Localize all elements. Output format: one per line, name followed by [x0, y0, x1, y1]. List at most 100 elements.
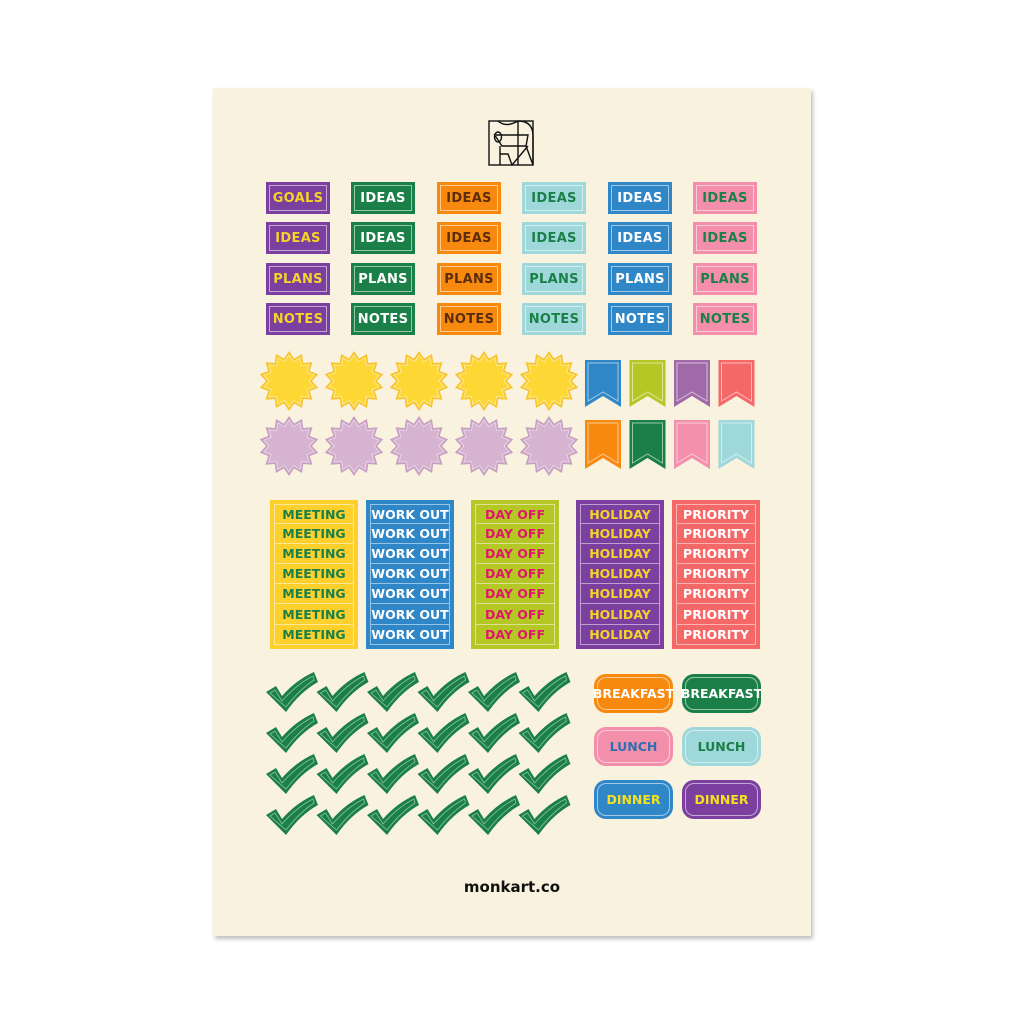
checkmark-inner — [420, 675, 466, 708]
label-sticker: PLANS — [608, 263, 672, 295]
checkmark-inner — [521, 716, 567, 749]
strip-row: MEETING — [274, 504, 354, 525]
checkmark-shape — [367, 672, 419, 712]
label-sticker: IDEAS — [608, 222, 672, 254]
checkmark-sticker — [518, 713, 571, 753]
meal-sticker-lunch: LUNCH — [682, 727, 761, 766]
checkmark-inner — [420, 798, 466, 831]
label-sticker: NOTES — [266, 303, 330, 335]
flag-inner-border — [676, 422, 708, 464]
strip-row: DAY OFF — [475, 544, 555, 565]
checkmark-inner — [521, 757, 567, 790]
checkmark-shape — [518, 754, 571, 794]
strip-row: WORK OUT — [370, 604, 450, 625]
strip-row: WORK OUT — [370, 544, 450, 565]
checkmark-shape — [417, 713, 470, 753]
strip-sticker-meeting: MEETING MEETING MEETING MEETING MEETING MEETI… — [270, 500, 358, 649]
sticker-sheet: GOALS IDEAS PLANS NOTES IDEAS IDEAS PLANS NOTES… — [213, 88, 811, 936]
strip-row: HOLIDAY — [580, 544, 660, 565]
starburst-inner — [457, 419, 511, 473]
flag-sticker — [674, 360, 710, 407]
strip-row: WORK OUT — [370, 504, 450, 525]
label-sticker: NOTES — [351, 303, 415, 335]
flag-sticker — [629, 420, 666, 469]
label-sticker: IDEAS — [351, 222, 415, 254]
checkmark-sticker — [266, 795, 318, 835]
strip-sticker-holiday: HOLIDAY HOLIDAY HOLIDAY HOLIDAY HOLIDAY HOLID… — [576, 500, 664, 649]
checkmark-inner — [471, 798, 517, 831]
starburst-inner — [327, 419, 381, 473]
checkmark-sticker — [468, 754, 520, 794]
checkmark-sticker — [316, 713, 369, 753]
checkmark-shape — [468, 713, 520, 753]
checkmark-shape — [367, 795, 419, 835]
starburst-inner — [522, 419, 576, 473]
shape-stickers — [259, 351, 755, 835]
checkmark-sticker — [367, 713, 419, 753]
label-sticker: IDEAS — [522, 222, 586, 254]
label-sticker: IDEAS — [437, 182, 501, 214]
checkmark-shape — [518, 795, 571, 835]
strip-row: PRIORITY — [676, 624, 756, 645]
meal-sticker-dinner: DINNER — [594, 780, 673, 819]
checkmark-sticker — [316, 672, 369, 712]
checkmark-sticker — [417, 754, 470, 794]
strip-row: DAY OFF — [475, 564, 555, 585]
flag-sticker — [674, 420, 710, 469]
starburst-inner — [392, 354, 446, 408]
checkmark-shape — [367, 754, 419, 794]
strip-row: PRIORITY — [676, 524, 756, 545]
checkmark-inner — [319, 757, 365, 790]
starburst-inner — [522, 354, 576, 408]
strip-row: MEETING — [274, 584, 354, 605]
strip-row: DAY OFF — [475, 504, 555, 525]
strip-row: HOLIDAY — [580, 624, 660, 645]
label-sticker: IDEAS — [693, 222, 757, 254]
label-sticker: IDEAS — [522, 182, 586, 214]
checkmark-inner — [319, 716, 365, 749]
flag-sticker — [718, 360, 755, 407]
checkmark-shape — [316, 672, 369, 712]
checkmark-inner — [269, 798, 315, 831]
strip-row: PRIORITY — [676, 504, 756, 525]
strip-row: PRIORITY — [676, 544, 756, 565]
label-sticker: GOALS — [266, 182, 330, 214]
flag-inner-border — [632, 362, 663, 402]
label-sticker: NOTES — [693, 303, 757, 335]
checkmark-inner — [269, 716, 315, 749]
strip-row: DAY OFF — [475, 524, 555, 545]
checkmark-sticker — [266, 754, 318, 794]
checkmark-shape — [468, 672, 520, 712]
checkmark-shape — [266, 795, 318, 835]
strip-row: MEETING — [274, 544, 354, 565]
label-sticker: IDEAS — [608, 182, 672, 214]
flag-inner-border — [721, 422, 752, 464]
checkmark-inner — [269, 757, 315, 790]
footer-brand-url: monkart.co — [463, 878, 561, 896]
checkmark-sticker — [417, 795, 470, 835]
strip-row: WORK OUT — [370, 524, 450, 545]
flag-sticker — [629, 360, 666, 407]
strip-row: HOLIDAY — [580, 604, 660, 625]
checkmark-shape — [468, 754, 520, 794]
flag-sticker — [585, 360, 621, 407]
checkmark-shape — [316, 754, 369, 794]
strip-row: MEETING — [274, 624, 354, 645]
checkmark-inner — [370, 675, 416, 708]
starburst-inner — [392, 419, 446, 473]
checkmark-sticker — [316, 795, 369, 835]
checkmark-shape — [316, 795, 369, 835]
checkmark-sticker — [468, 795, 520, 835]
strip-row: WORK OUT — [370, 624, 450, 645]
checkmark-sticker — [266, 672, 318, 712]
checkmark-sticker — [316, 754, 369, 794]
checkmark-inner — [471, 675, 517, 708]
starburst-inner — [262, 354, 316, 408]
meal-sticker-lunch: LUNCH — [594, 727, 673, 766]
checkmark-inner — [269, 675, 315, 708]
checkmark-shape — [367, 713, 419, 753]
checkmark-shape — [266, 672, 318, 712]
strip-sticker-priority: PRIORITY PRIORITY PRIORITY PRIORITY PRIORITY… — [672, 500, 760, 649]
label-sticker: PLANS — [351, 263, 415, 295]
strip-row: WORK OUT — [370, 564, 450, 585]
